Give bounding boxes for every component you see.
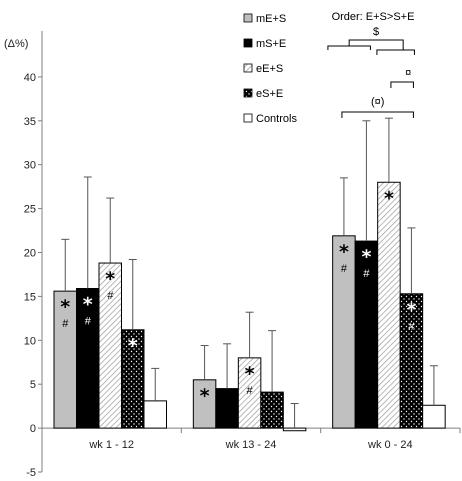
significance-star: * bbox=[83, 293, 93, 315]
significance-hash: # bbox=[62, 318, 69, 330]
bar-ese bbox=[260, 391, 284, 429]
significance-star: * bbox=[128, 335, 138, 357]
significance-star: * bbox=[105, 268, 115, 290]
y-tick-label: 40 bbox=[24, 72, 36, 84]
bar-ees bbox=[377, 181, 401, 429]
significance-annotations: Order: E+S>S+E $ ¤ (¤) bbox=[327, 11, 415, 118]
order-annotation: Order: E+S>S+E bbox=[332, 11, 415, 23]
currency-annotation: ¤ bbox=[405, 67, 411, 79]
category-label: wk 1 - 12 bbox=[88, 439, 134, 451]
significance-star: * bbox=[200, 385, 210, 407]
legend-label: eE+S bbox=[256, 63, 283, 75]
y-tick-label: 5 bbox=[30, 379, 36, 391]
bar-controls bbox=[422, 404, 446, 429]
significance-star: * bbox=[60, 296, 70, 318]
significance-hash: # bbox=[341, 263, 348, 275]
bar-mse bbox=[215, 388, 239, 429]
significance-hash: # bbox=[247, 385, 254, 397]
legend-swatch bbox=[243, 13, 253, 23]
y-tick-label: -5 bbox=[26, 467, 36, 479]
y-tick-label: 10 bbox=[24, 335, 36, 347]
significance-hash: # bbox=[107, 290, 114, 302]
significance-hash: # bbox=[363, 268, 370, 280]
bar-controls bbox=[282, 427, 307, 432]
y-tick-label: 35 bbox=[24, 116, 36, 128]
y-tick-label: 30 bbox=[24, 160, 36, 172]
y-tick-label: 20 bbox=[24, 248, 36, 260]
legend-swatch bbox=[243, 38, 253, 48]
y-tick-label: 15 bbox=[24, 291, 36, 303]
dollar-annotation: $ bbox=[373, 26, 379, 38]
bracket-top bbox=[348, 39, 404, 50]
significance-star: * bbox=[384, 187, 394, 209]
legend: mE+S mS+E eE+S eS+E Controls bbox=[243, 13, 297, 125]
bracket-currency-paren bbox=[341, 111, 414, 118]
legend-swatch bbox=[243, 63, 253, 73]
legend-swatch bbox=[243, 113, 253, 123]
y-tick-label: 0 bbox=[30, 423, 36, 435]
significance-star: * bbox=[339, 241, 349, 263]
legend-swatch bbox=[243, 88, 253, 98]
bracket-currency bbox=[390, 81, 414, 88]
category-label: wk 0 - 24 bbox=[367, 439, 413, 451]
legend-label: Controls bbox=[256, 113, 297, 125]
currency-paren-annotation: (¤) bbox=[371, 96, 384, 108]
significance-hash: # bbox=[408, 321, 415, 333]
y-tick-label: 25 bbox=[24, 204, 36, 216]
legend-label: mE+S bbox=[256, 13, 286, 25]
category-label: wk 13 - 24 bbox=[225, 439, 277, 451]
legend-label: eS+E bbox=[256, 88, 283, 100]
bars: *#**#*#*#*#*#***# bbox=[53, 117, 446, 432]
bracket-left bbox=[327, 45, 371, 50]
significance-hash: # bbox=[85, 315, 92, 327]
y-axis-label: (Δ%) bbox=[4, 38, 28, 50]
significance-star: * bbox=[361, 246, 371, 268]
significance-star: * bbox=[245, 363, 255, 385]
legend-label: mS+E bbox=[256, 38, 286, 50]
bar-controls bbox=[143, 400, 167, 429]
significance-star: * bbox=[406, 299, 416, 321]
bracket-right bbox=[376, 49, 415, 55]
